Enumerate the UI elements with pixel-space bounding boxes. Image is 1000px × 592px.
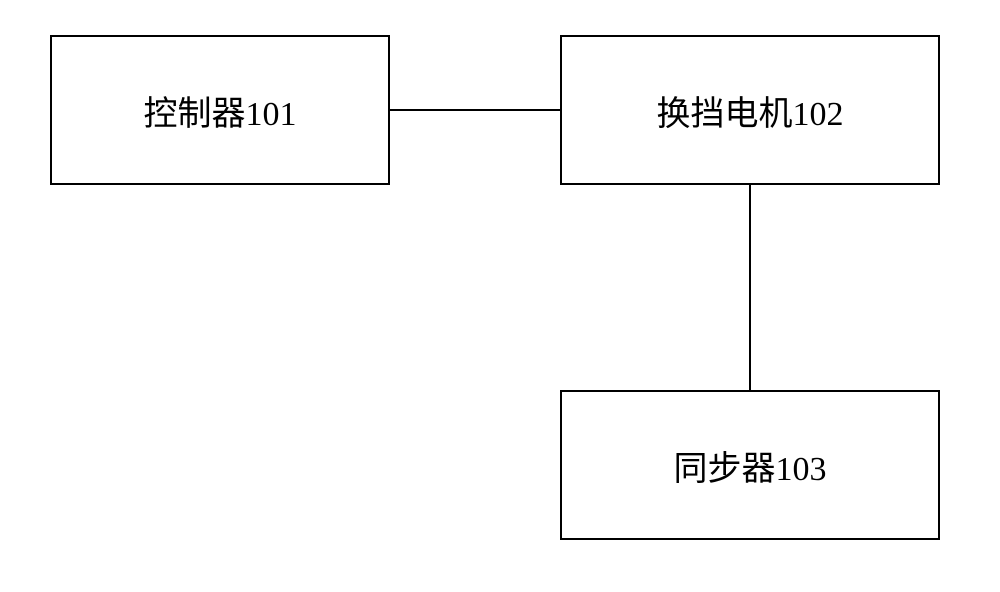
shift-motor-box: 换挡电机102 — [560, 35, 940, 185]
connector-motor-to-synchronizer — [749, 185, 751, 390]
controller-box: 控制器101 — [50, 35, 390, 185]
connector-controller-to-motor — [390, 109, 560, 111]
shift-motor-label: 换挡电机102 — [657, 86, 844, 135]
controller-label: 控制器101 — [144, 86, 297, 135]
synchronizer-label: 同步器103 — [674, 441, 827, 490]
synchronizer-box: 同步器103 — [560, 390, 940, 540]
